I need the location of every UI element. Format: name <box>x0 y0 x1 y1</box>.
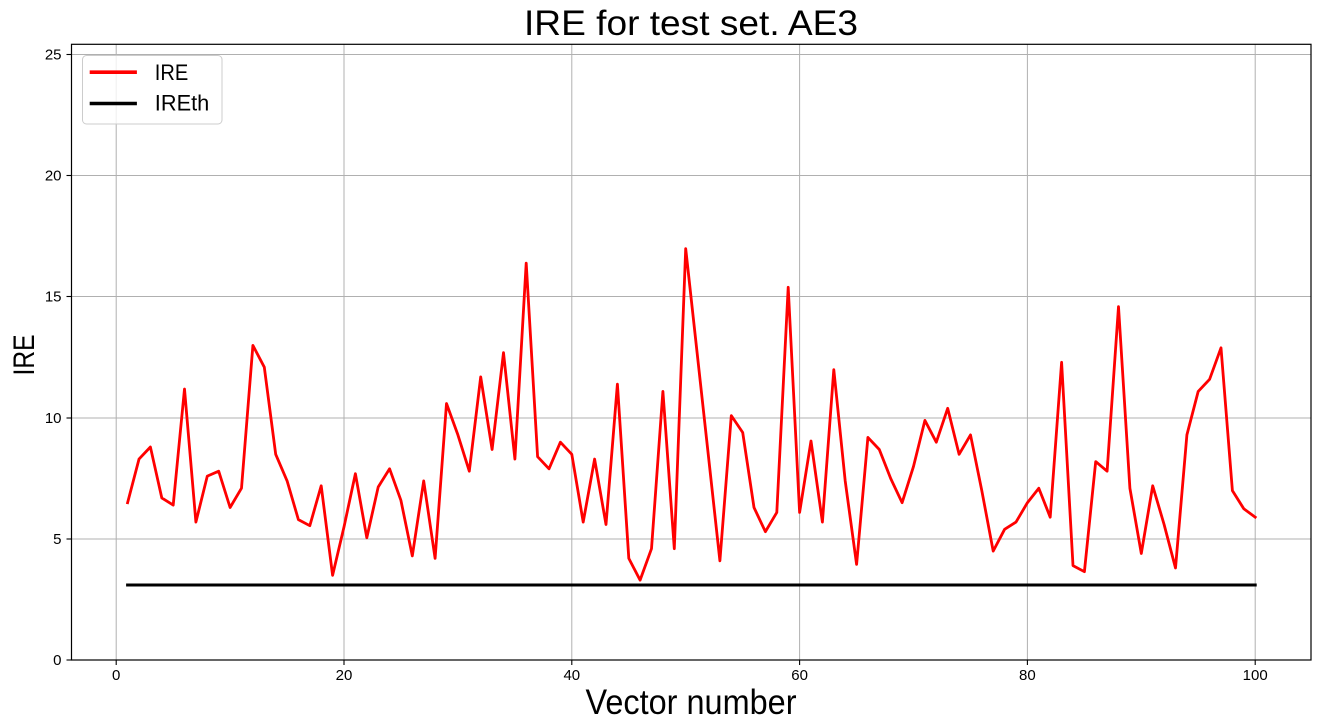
svg-text:25: 25 <box>45 47 62 64</box>
svg-text:20: 20 <box>336 667 353 684</box>
svg-text:80: 80 <box>1019 667 1036 684</box>
svg-text:IRE: IRE <box>8 335 41 376</box>
svg-text:20: 20 <box>45 168 62 185</box>
svg-text:IREth: IREth <box>155 91 210 116</box>
svg-text:0: 0 <box>112 667 120 684</box>
svg-text:40: 40 <box>563 667 580 684</box>
svg-text:15: 15 <box>45 289 62 306</box>
svg-text:Vector number: Vector number <box>586 683 797 722</box>
svg-text:IRE: IRE <box>155 60 189 85</box>
svg-text:5: 5 <box>53 531 61 548</box>
svg-text:0: 0 <box>53 652 61 669</box>
svg-text:100: 100 <box>1243 667 1268 684</box>
svg-text:IRE for test set. AE3: IRE for test set. AE3 <box>524 3 858 43</box>
svg-text:60: 60 <box>791 667 808 684</box>
svg-text:10: 10 <box>45 410 62 427</box>
